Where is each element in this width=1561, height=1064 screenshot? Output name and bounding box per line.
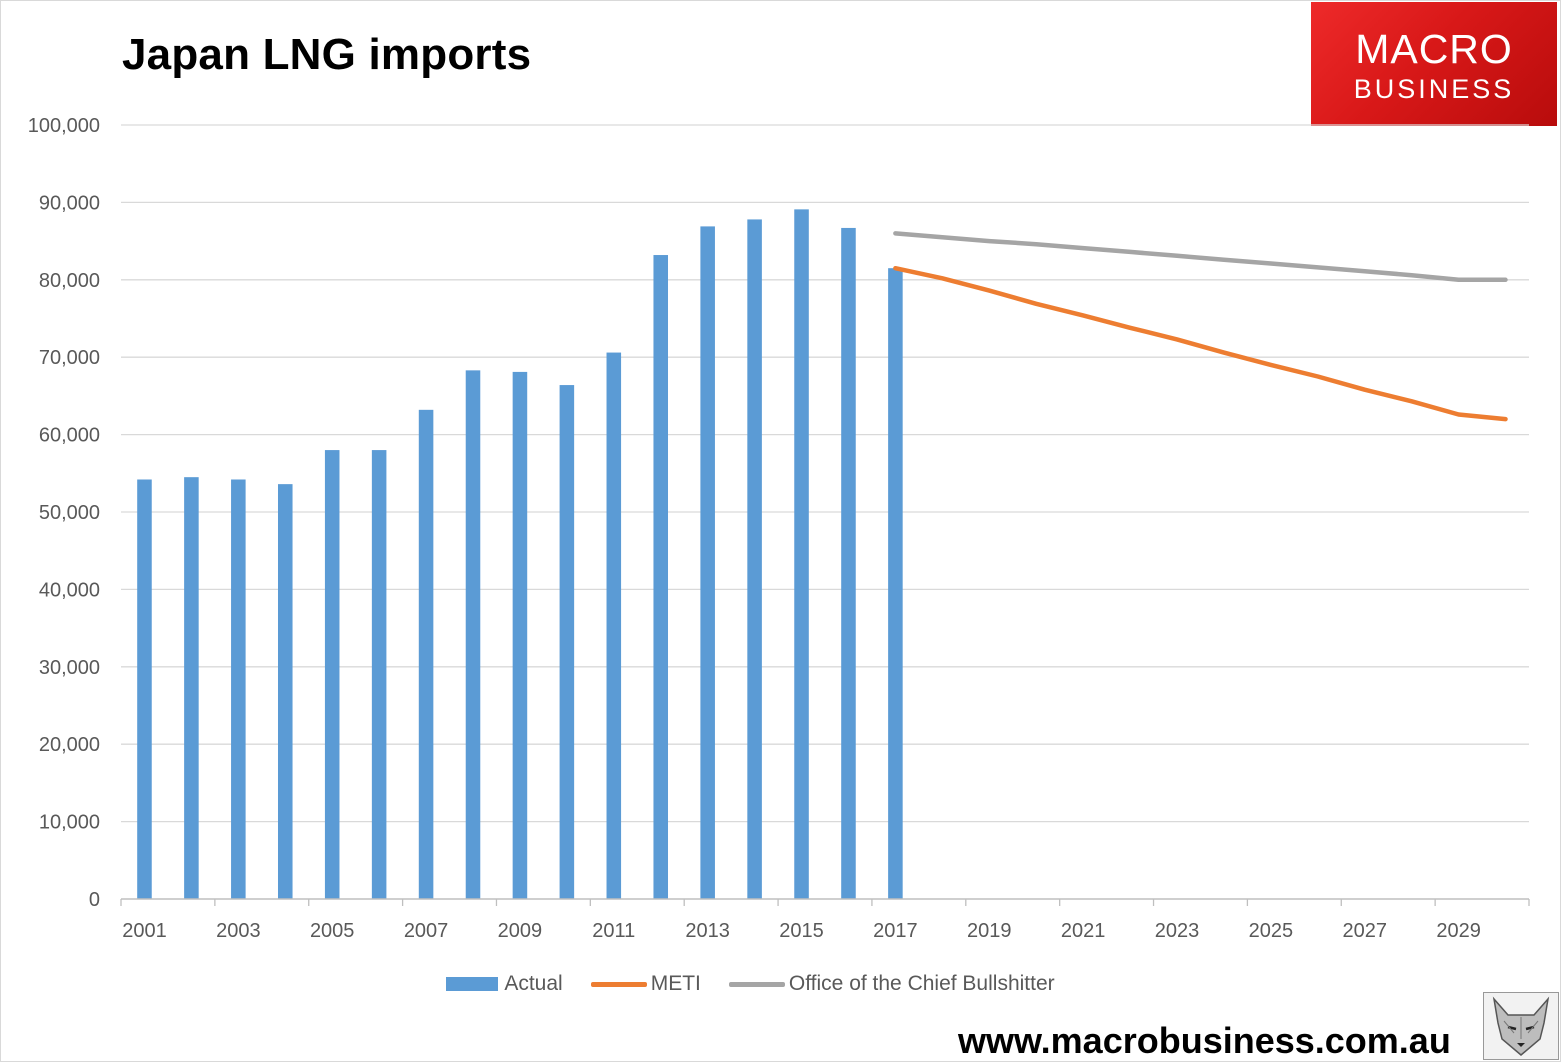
x-tick-label: 2021 <box>1061 920 1106 942</box>
y-tick-label: 10,000 <box>39 812 100 834</box>
y-tick-label: 20,000 <box>39 734 100 756</box>
x-tick-label: 2027 <box>1342 920 1387 942</box>
x-tick-label: 2019 <box>967 920 1012 942</box>
bar-actual <box>277 484 293 899</box>
bar-actual <box>559 385 575 900</box>
legend-swatch-actual <box>446 977 499 991</box>
legend-item-actual: Actual <box>446 972 563 996</box>
x-tick-label: 2007 <box>404 920 449 942</box>
bar-actual <box>606 352 622 899</box>
bar-actual <box>371 450 387 899</box>
bar-actual <box>794 209 809 900</box>
x-tick-label: 2001 <box>122 920 167 942</box>
x-tick-label: 2011 <box>592 920 635 942</box>
fox-logo-icon <box>1483 992 1559 1060</box>
bar-actual <box>231 479 246 899</box>
line-chief-bullshitter <box>893 231 1508 283</box>
legend-swatch-meti <box>590 981 647 987</box>
legend-label-actual: Actual <box>504 972 563 995</box>
y-tick-label: 90,000 <box>39 192 100 214</box>
y-tick-label: 80,000 <box>39 270 100 292</box>
logo-line-2: BUSINESS <box>1353 74 1515 104</box>
bar-actual <box>418 409 434 899</box>
bar-actual <box>324 450 340 899</box>
y-tick-label: 30,000 <box>39 657 100 679</box>
y-tick-label: 70,000 <box>39 347 100 369</box>
macrobusiness-logo: MACRO BUSINESS <box>1311 2 1557 126</box>
bar-actual <box>747 219 762 900</box>
legend-label-meti: METI <box>650 972 701 995</box>
y-tick-label: 100,000 <box>28 115 100 137</box>
x-tick-label: 2009 <box>498 920 543 942</box>
bar-actual <box>465 370 481 899</box>
bar-actual <box>700 226 715 900</box>
logo-line-1: MACRO <box>1355 26 1513 72</box>
x-tick-label: 2025 <box>1249 920 1294 942</box>
bar-actual <box>653 255 669 900</box>
legend-label-chief-bullshitter: Office of the Chief Bullshitter <box>788 972 1055 995</box>
y-tick-label: 0 <box>89 889 100 911</box>
x-tick-label: 2013 <box>685 920 730 942</box>
bar-actual <box>184 477 199 899</box>
chart-legend: Actual METI Office of the Chief Bullshit… <box>0 972 1561 996</box>
legend-item-meti: METI <box>590 972 701 996</box>
legend-swatch-chief-bullshitter <box>728 981 785 987</box>
x-tick-label: 2015 <box>779 920 824 942</box>
x-tick-label: 2029 <box>1436 920 1481 942</box>
x-tick-label: 2023 <box>1155 920 1200 942</box>
website-url[interactable]: www.macrobusiness.com.au <box>958 1020 1451 1061</box>
y-tick-label: 50,000 <box>39 502 100 524</box>
legend-item-chief-bullshitter: Office of the Chief Bullshitter <box>728 972 1055 996</box>
chart-title: Japan LNG imports <box>122 30 532 79</box>
y-tick-label: 60,000 <box>39 425 100 447</box>
y-tick-label: 40,000 <box>39 579 100 601</box>
x-tick-label: 2005 <box>310 920 355 942</box>
bar-actual <box>888 268 903 899</box>
x-tick-label: 2003 <box>216 920 261 942</box>
x-tick-label: 2017 <box>873 920 918 942</box>
bar-actual <box>137 479 152 899</box>
line-meti <box>893 265 1508 422</box>
bar-actual <box>512 371 528 899</box>
bar-actual <box>841 227 856 899</box>
